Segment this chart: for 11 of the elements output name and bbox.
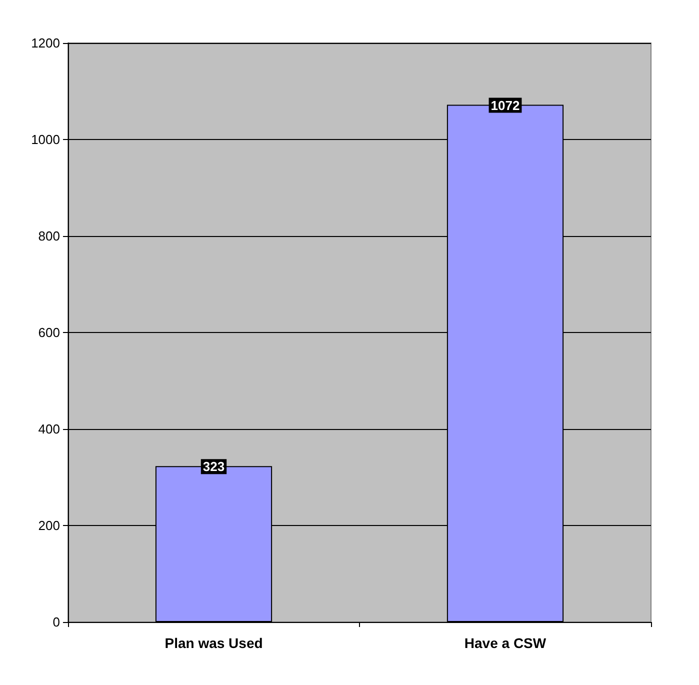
y-tick-label: 1200 [31,36,60,50]
y-tick-label: 600 [38,325,60,340]
y-tick-label: 200 [38,518,60,533]
y-tick-label: 0 [52,614,60,630]
y-tick-label: 800 [38,228,60,244]
data-label: 1072 [490,98,520,113]
data-label: 323 [202,459,225,474]
y-tick-label: 400 [38,422,60,436]
x-tick-label: Have a CSW [464,635,547,651]
x-tick-label: Plan was Used [164,635,263,651]
y-tick-label: 1000 [31,132,60,147]
